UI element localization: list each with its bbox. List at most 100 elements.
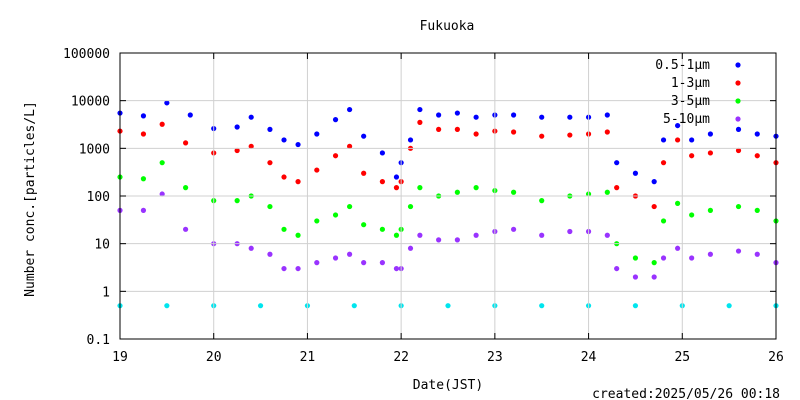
series-0 bbox=[117, 100, 779, 185]
data-point bbox=[651, 260, 657, 266]
x-tick-label: 26 bbox=[768, 350, 784, 365]
data-point bbox=[707, 150, 714, 156]
data-point bbox=[726, 303, 732, 309]
plot-frame bbox=[119, 52, 777, 340]
y-tick-label: 0.1 bbox=[87, 333, 110, 348]
data-point bbox=[754, 251, 760, 257]
data-point bbox=[314, 131, 320, 137]
data-point bbox=[295, 141, 301, 148]
data-point bbox=[754, 207, 760, 213]
data-point bbox=[510, 226, 517, 232]
data-point bbox=[393, 232, 400, 238]
data-point bbox=[187, 112, 193, 118]
data-point bbox=[604, 129, 610, 135]
data-point bbox=[445, 303, 451, 309]
y-tick-label: 100 bbox=[87, 190, 110, 205]
data-point bbox=[407, 203, 414, 210]
data-point bbox=[735, 248, 742, 254]
y-tick-label: 10000 bbox=[71, 95, 110, 110]
data-point bbox=[454, 237, 460, 243]
y-tick-label: 100000 bbox=[63, 47, 110, 62]
legend-label: 1-3μm bbox=[671, 76, 710, 91]
series-3 bbox=[117, 191, 779, 280]
legend-marker bbox=[735, 80, 741, 86]
data-point bbox=[417, 232, 423, 238]
data-point bbox=[267, 160, 273, 166]
y-tick-label: 1000 bbox=[79, 142, 110, 157]
data-point bbox=[267, 126, 273, 132]
data-point bbox=[267, 251, 273, 257]
data-point bbox=[361, 133, 367, 139]
data-point bbox=[473, 114, 479, 120]
data-point bbox=[159, 191, 165, 197]
data-point bbox=[347, 203, 353, 210]
data-point bbox=[281, 174, 287, 180]
x-tick-label: 19 bbox=[112, 350, 128, 365]
data-point bbox=[407, 245, 414, 251]
data-point bbox=[379, 150, 385, 156]
data-point bbox=[510, 129, 517, 135]
data-point bbox=[632, 255, 639, 261]
data-point bbox=[234, 147, 240, 154]
data-point bbox=[295, 179, 301, 185]
data-point bbox=[436, 126, 442, 132]
data-point bbox=[393, 185, 400, 191]
data-point bbox=[314, 218, 320, 224]
x-tick-label: 21 bbox=[300, 350, 316, 365]
data-point bbox=[159, 121, 165, 127]
x-axis-label: Date(JST) bbox=[413, 378, 483, 393]
data-point bbox=[267, 203, 273, 210]
data-point bbox=[332, 255, 339, 261]
data-point bbox=[347, 106, 353, 113]
data-point bbox=[234, 124, 240, 130]
data-point bbox=[361, 170, 367, 176]
data-point bbox=[660, 137, 667, 143]
data-point bbox=[689, 255, 695, 261]
data-point bbox=[248, 245, 254, 251]
data-point bbox=[314, 167, 320, 173]
series-2 bbox=[117, 160, 779, 266]
data-point bbox=[347, 251, 353, 257]
data-point bbox=[567, 228, 573, 235]
data-point bbox=[379, 179, 385, 185]
data-point bbox=[417, 185, 423, 191]
legend-marker bbox=[735, 116, 741, 122]
legend-label: 5-10μm bbox=[663, 112, 710, 127]
x-tick-label: 24 bbox=[581, 350, 597, 365]
legend-marker bbox=[735, 62, 741, 68]
data-point bbox=[393, 265, 400, 272]
data-point bbox=[660, 255, 667, 261]
data-point bbox=[332, 117, 339, 123]
data-point bbox=[347, 143, 353, 149]
data-point bbox=[248, 114, 254, 120]
data-point bbox=[332, 212, 339, 218]
data-point bbox=[689, 212, 695, 218]
data-point bbox=[510, 189, 517, 195]
data-point bbox=[159, 160, 165, 166]
y-tick-label: 1 bbox=[102, 285, 110, 300]
data-point bbox=[539, 198, 545, 204]
data-point bbox=[675, 245, 681, 251]
data-point bbox=[614, 160, 620, 166]
data-point bbox=[539, 303, 545, 309]
data-point bbox=[351, 303, 357, 309]
data-point bbox=[707, 207, 714, 213]
data-point bbox=[140, 176, 147, 182]
data-point bbox=[604, 112, 610, 118]
y-axis-label: Number conc.[particles/L] bbox=[23, 101, 38, 297]
data-point bbox=[510, 112, 517, 118]
data-point bbox=[417, 119, 423, 125]
data-point bbox=[234, 198, 240, 204]
data-point bbox=[407, 137, 414, 143]
data-point bbox=[379, 226, 385, 232]
data-point bbox=[473, 131, 479, 137]
data-point bbox=[183, 140, 189, 146]
data-point bbox=[651, 274, 657, 280]
data-point bbox=[735, 147, 742, 154]
data-point bbox=[614, 265, 620, 272]
data-point bbox=[314, 260, 320, 266]
data-point bbox=[707, 131, 714, 137]
data-point bbox=[604, 189, 610, 195]
data-point bbox=[604, 232, 610, 238]
